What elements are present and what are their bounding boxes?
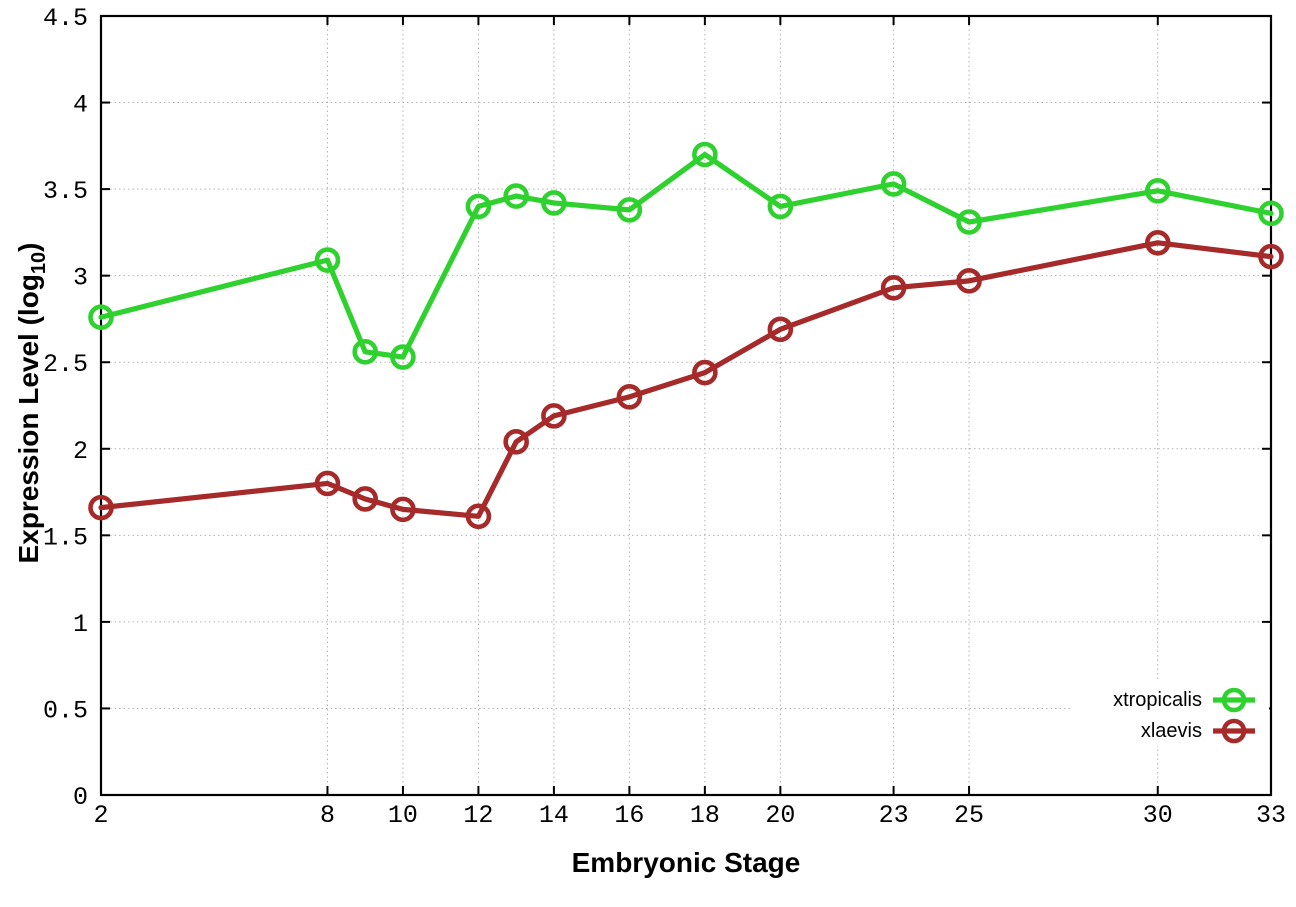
legend-item-xtropicalis: xtropicalis	[1072, 685, 1269, 715]
data-point-xtropicalis	[390, 344, 416, 370]
y-axis-title: Expression Level (log10)	[13, 243, 51, 564]
x-tick-label: 14	[539, 801, 569, 830]
data-point-xlaevis	[314, 470, 341, 497]
data-point-xlaevis	[352, 486, 378, 512]
series-line-xtropicalis	[98, 151, 1274, 360]
data-point-xlaevis	[616, 384, 643, 410]
data-point-xlaevis	[1144, 229, 1171, 256]
data-point-xtropicalis	[503, 183, 529, 209]
y-tick-label: 2	[73, 437, 88, 466]
legend: xtropicalis xlaevis	[1072, 682, 1269, 746]
legend-sample-marker	[1221, 718, 1247, 744]
data-point-xtropicalis	[352, 339, 378, 365]
x-tick-label: 16	[614, 801, 644, 830]
x-tick-label: 8	[320, 801, 335, 830]
y-tick-label: 4	[73, 91, 88, 120]
x-axis-title: Embryonic Stage	[571, 847, 801, 878]
data-point-xlaevis	[503, 429, 529, 455]
data-point-xtropicalis	[1258, 200, 1284, 227]
legend-line-circle-icon	[1213, 718, 1255, 744]
data-point-xlaevis	[465, 503, 492, 530]
x-tick-label: 30	[1143, 801, 1173, 830]
data-point-xtropicalis	[956, 209, 982, 235]
data-point-xlaevis	[880, 274, 907, 301]
data-point-xtropicalis	[1144, 178, 1171, 204]
y-tick-label: 3	[73, 264, 88, 293]
data-point-xtropicalis	[616, 197, 643, 223]
data-point-xlaevis	[88, 494, 114, 521]
y-tick-label: 0	[73, 783, 88, 812]
data-point-xtropicalis	[88, 304, 114, 331]
x-tick-label: 23	[879, 801, 909, 830]
legend-item-xlaevis: xlaevis	[1072, 716, 1269, 746]
y-tick-label: 1	[73, 610, 88, 639]
x-tick-label: 20	[765, 801, 795, 830]
x-tick-label: 2	[93, 801, 108, 830]
y-tick-label: 2.5	[43, 350, 88, 379]
data-point-xtropicalis	[767, 193, 794, 220]
y-axis-title-text: Expression Level (log	[13, 274, 44, 564]
data-point-xtropicalis	[314, 247, 341, 273]
x-tick-label: 33	[1256, 801, 1286, 830]
data-point-xlaevis	[1258, 243, 1284, 270]
data-point-xtropicalis	[465, 193, 492, 220]
data-point-xlaevis	[390, 496, 416, 523]
data-point-xlaevis	[767, 316, 794, 343]
legend-sample-marker	[1221, 687, 1247, 713]
y-axis-title-subscript: 10	[28, 251, 50, 275]
y-axis-title-close: )	[13, 242, 44, 252]
x-tick-label: 12	[463, 801, 493, 830]
x-tick-label: 25	[954, 801, 984, 830]
data-point-xlaevis	[956, 268, 982, 294]
data-point-xtropicalis	[880, 171, 907, 197]
y-tick-label: 0.5	[43, 696, 88, 725]
x-tick-label: 10	[388, 801, 418, 830]
data-point-xlaevis	[541, 403, 567, 429]
y-tick-label: 1.5	[43, 523, 88, 552]
data-point-xlaevis	[692, 359, 718, 386]
legend-line-circle-icon	[1213, 687, 1255, 713]
plot-border	[99, 14, 1273, 797]
data-point-xtropicalis	[541, 190, 567, 216]
y-tick-label: 3.5	[43, 177, 88, 206]
data-point-xtropicalis	[692, 141, 718, 168]
legend-label-xtropicalis: xtropicalis	[1113, 689, 1202, 711]
legend-label-xlaevis: xlaevis	[1140, 720, 1202, 742]
series-line-xlaevis	[98, 240, 1274, 519]
x-tick-label: 18	[690, 801, 720, 830]
y-tick-label: 4.5	[43, 4, 88, 33]
